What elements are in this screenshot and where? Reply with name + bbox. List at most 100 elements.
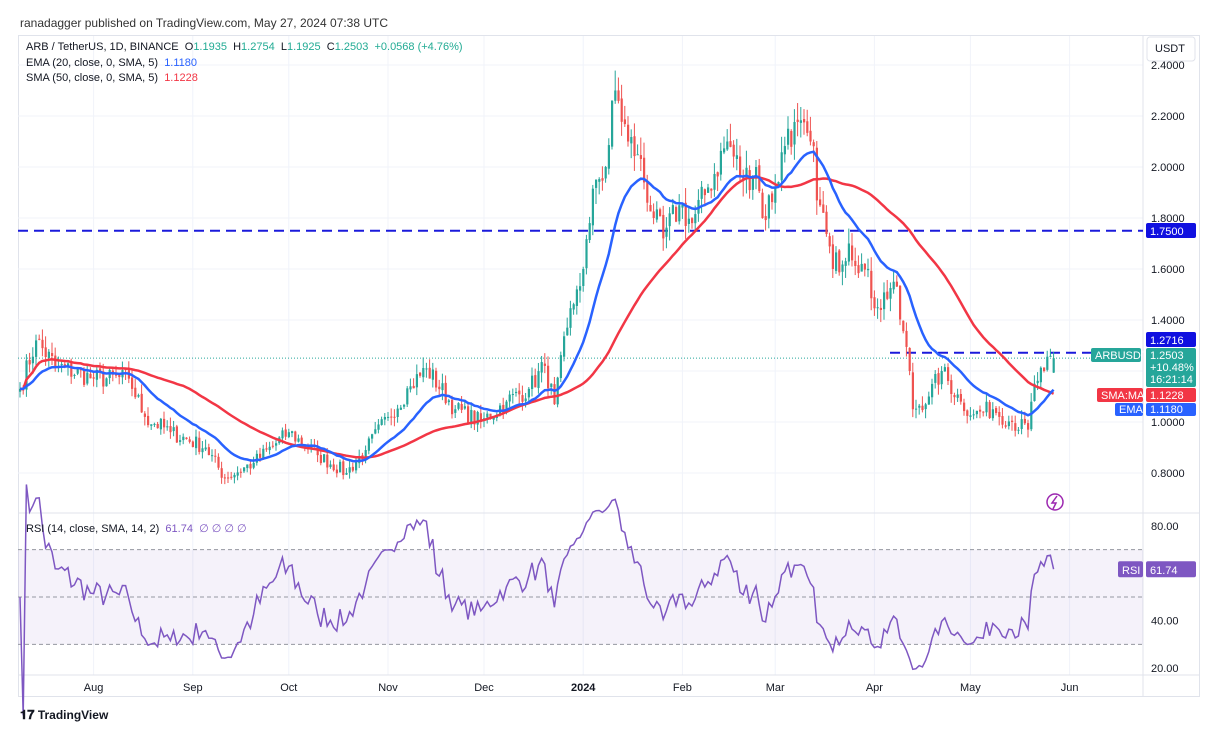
candle-body: [457, 403, 460, 409]
candle-body: [380, 419, 383, 425]
candle-body: [329, 464, 332, 468]
candle-body: [19, 388, 22, 392]
candle-body: [511, 394, 514, 396]
candle-body: [390, 416, 393, 418]
last-price: 1.2503: [1150, 350, 1184, 362]
symbol-name[interactable]: ARB / TetherUS, 1D, BINANCE: [26, 41, 179, 53]
candle-body: [291, 431, 294, 434]
candle-body: [41, 339, 44, 349]
candle-body: [294, 431, 297, 442]
lightning-icon: [1046, 493, 1064, 511]
candle-body: [988, 402, 991, 419]
candle-body: [425, 368, 428, 370]
candle-body: [1043, 367, 1046, 371]
candle-body: [841, 264, 844, 272]
candle-body: [428, 367, 431, 379]
candle-body: [819, 199, 822, 206]
candle-body: [908, 347, 911, 371]
candle-body: [150, 424, 153, 426]
candle-body: [214, 455, 217, 457]
candle-body: [934, 374, 937, 383]
candle-body: [649, 205, 652, 212]
candle-body: [86, 372, 89, 384]
candle-body: [575, 289, 578, 306]
open-value: 1.1935: [193, 41, 227, 53]
candle-body: [854, 260, 857, 267]
candle-body: [188, 439, 191, 442]
candle-body: [383, 416, 386, 420]
candle-body: [835, 252, 838, 271]
candle-body: [963, 402, 966, 412]
candle-body: [1017, 429, 1020, 431]
candle-body: [940, 371, 943, 385]
candle-body: [422, 368, 425, 378]
publisher-caption: ranadagger published on TradingView.com,…: [20, 16, 389, 30]
candle-body: [415, 374, 418, 388]
candle-body: [793, 121, 796, 145]
tradingview-logo[interactable]: 𝟏𝟕 TradingView: [20, 707, 109, 722]
candle-body: [623, 119, 626, 125]
candle-body: [454, 409, 457, 413]
ema-legend[interactable]: EMA (20, close, 0, SMA, 5) 1.1180: [26, 57, 197, 69]
resistance-upper-price-tag-bg: [1146, 223, 1196, 238]
candle-body: [540, 362, 543, 373]
candle-body: [918, 405, 921, 408]
rsi-value-tag-bg: [1146, 561, 1196, 578]
candle-body: [166, 426, 169, 428]
candle-body: [339, 461, 342, 473]
symbol-legend: ARB / TetherUS, 1D, BINANCE O1.1935 H1.2…: [26, 41, 463, 53]
candle-body: [211, 455, 214, 457]
time-tick: May: [960, 682, 981, 694]
candle-body: [60, 364, 63, 366]
candle-body: [31, 356, 34, 364]
candle-body: [739, 156, 742, 177]
candle-body: [713, 173, 716, 190]
candle-body: [265, 448, 268, 450]
price-tick: 1.0000: [1151, 417, 1185, 429]
high-label: H: [233, 41, 242, 53]
candle-body: [911, 372, 914, 410]
candle-body: [703, 189, 706, 196]
candle-body: [1001, 416, 1004, 425]
candle-body: [899, 285, 902, 320]
candle-body: [393, 416, 396, 418]
resistance-price-tag-bg: [1146, 332, 1196, 347]
candle-body: [691, 218, 694, 224]
candle-body: [559, 355, 562, 379]
candle-body: [825, 211, 828, 235]
candle-body: [243, 467, 246, 472]
rsi-legend[interactable]: RSI (14, close, SMA, 14, 2) 61.74 ∅ ∅ ∅ …: [26, 522, 247, 535]
candle-body: [201, 448, 204, 453]
candle-body: [831, 244, 834, 269]
sma-legend[interactable]: SMA (50, close, 0, SMA, 5) 1.1228: [26, 72, 198, 84]
candle-body: [838, 250, 841, 273]
time-tick: Feb: [673, 682, 692, 694]
candle-body: [614, 90, 617, 101]
sma-price-tag-bg: [1146, 388, 1196, 402]
candle-body: [323, 454, 326, 463]
candle-body: [217, 456, 220, 468]
candle-body: [764, 216, 767, 221]
candle-body: [643, 157, 646, 183]
sma-50-line: [19, 176, 1055, 459]
candle-body: [700, 186, 703, 199]
candle-body: [25, 360, 28, 390]
rsi-legend-extra: ∅ ∅ ∅ ∅: [199, 523, 247, 535]
candle-body: [204, 447, 207, 450]
candle-body: [470, 409, 473, 425]
candle-body: [991, 409, 994, 419]
candle-body: [870, 270, 873, 299]
candle-body: [387, 416, 390, 418]
price-tick: 1.8000: [1151, 213, 1185, 225]
candle-body: [723, 148, 726, 153]
chart-panel[interactable]: [18, 35, 1200, 697]
sma-tag-bg: [1097, 388, 1143, 402]
candle-body: [806, 121, 809, 133]
candle-body: [300, 437, 303, 445]
candle-body: [892, 281, 895, 290]
candle-body: [799, 120, 802, 123]
candle-body: [947, 367, 950, 382]
candle-body: [732, 144, 735, 157]
candle-body: [748, 170, 751, 191]
